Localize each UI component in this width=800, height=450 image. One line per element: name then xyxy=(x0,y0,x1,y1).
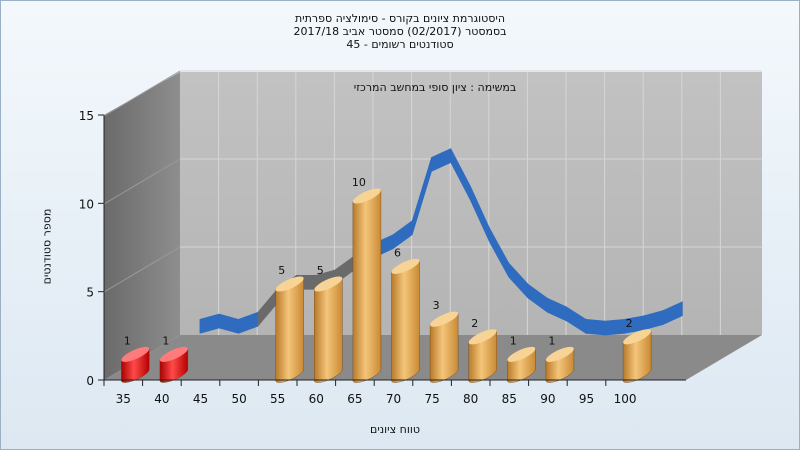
bar xyxy=(314,278,343,383)
bar-data-label: 1 xyxy=(548,334,555,347)
bar xyxy=(352,190,382,383)
bar xyxy=(429,313,459,383)
chart-subtitle: במשימה : ציון סופי במחשב המרכזי xyxy=(354,81,517,94)
bar xyxy=(468,330,497,383)
bar xyxy=(622,330,652,383)
y-tick-label: 10 xyxy=(79,197,94,211)
x-tick-label: 45 xyxy=(193,392,208,406)
bar-top xyxy=(391,258,420,274)
x-tick-label: 40 xyxy=(154,392,169,406)
bar xyxy=(391,260,420,383)
bar xyxy=(159,348,189,383)
left-wall xyxy=(104,72,180,380)
bar-top xyxy=(314,276,343,292)
curve-segment xyxy=(604,318,625,336)
bar-top xyxy=(545,346,574,362)
gridline-side xyxy=(103,70,181,117)
bar-data-label: 3 xyxy=(433,299,440,312)
x-axis-title: טווח ציונים xyxy=(370,423,420,436)
chart-title-line-1: היסטוגרמת ציונים בקורס - סימולציה ספרתית xyxy=(294,12,506,25)
bar-data-label: 5 xyxy=(278,264,285,277)
gridline-side xyxy=(103,158,181,205)
bar-top xyxy=(275,276,304,292)
bar-data-label: 1 xyxy=(510,334,517,347)
x-tick-label: 85 xyxy=(502,392,517,406)
curve-segment xyxy=(662,301,683,325)
bar-data-label: 2 xyxy=(471,317,478,330)
x-tick-label: 55 xyxy=(270,392,285,406)
bar xyxy=(507,348,536,383)
gridline-side xyxy=(103,246,181,293)
curve-segment xyxy=(585,318,606,336)
x-tick-label: 80 xyxy=(463,392,478,406)
x-tick-label: 95 xyxy=(579,392,594,406)
back-wall xyxy=(180,72,762,335)
x-tick-label: 65 xyxy=(347,392,362,406)
x-tick-label: 70 xyxy=(386,392,401,406)
bar-data-label: 2 xyxy=(626,317,633,330)
chart-title-line-2: בסמסטר (02/2017) סמסטר אביב 2017/18 xyxy=(293,25,507,38)
bar xyxy=(545,348,575,383)
y-axis-title: מספר סטודנטים xyxy=(40,208,54,285)
y-tick-label: 5 xyxy=(86,286,94,300)
x-tick-label: 60 xyxy=(309,392,324,406)
bar xyxy=(275,278,304,383)
chart-title-line-3: סטודנטים רשומים - 45 xyxy=(346,38,454,51)
bar-data-label: 1 xyxy=(124,334,131,347)
x-tick-label: 100 xyxy=(614,392,637,406)
bar-top xyxy=(430,311,459,327)
bar-top xyxy=(159,346,188,362)
bar-top xyxy=(507,346,536,362)
bar-top xyxy=(352,188,381,204)
bar-top xyxy=(623,329,652,345)
x-tick-label: 90 xyxy=(540,392,555,406)
bar-data-label: 5 xyxy=(317,264,324,277)
bar-data-label: 1 xyxy=(162,334,169,347)
x-tick-label: 35 xyxy=(116,392,131,406)
bars: 1 1 5 5 10 6 3 2 1 1 2 xyxy=(121,176,652,383)
x-tick-label: 75 xyxy=(424,392,439,406)
y-tick-label: 15 xyxy=(79,109,94,123)
distribution-curve xyxy=(199,148,683,336)
y-tick-label: 0 xyxy=(86,374,94,388)
bar-top xyxy=(468,329,497,345)
x-tick-label: 50 xyxy=(231,392,246,406)
bar-data-label: 10 xyxy=(352,176,366,189)
bar-data-label: 6 xyxy=(394,246,401,259)
bar xyxy=(121,348,150,383)
bar-top xyxy=(121,346,150,362)
